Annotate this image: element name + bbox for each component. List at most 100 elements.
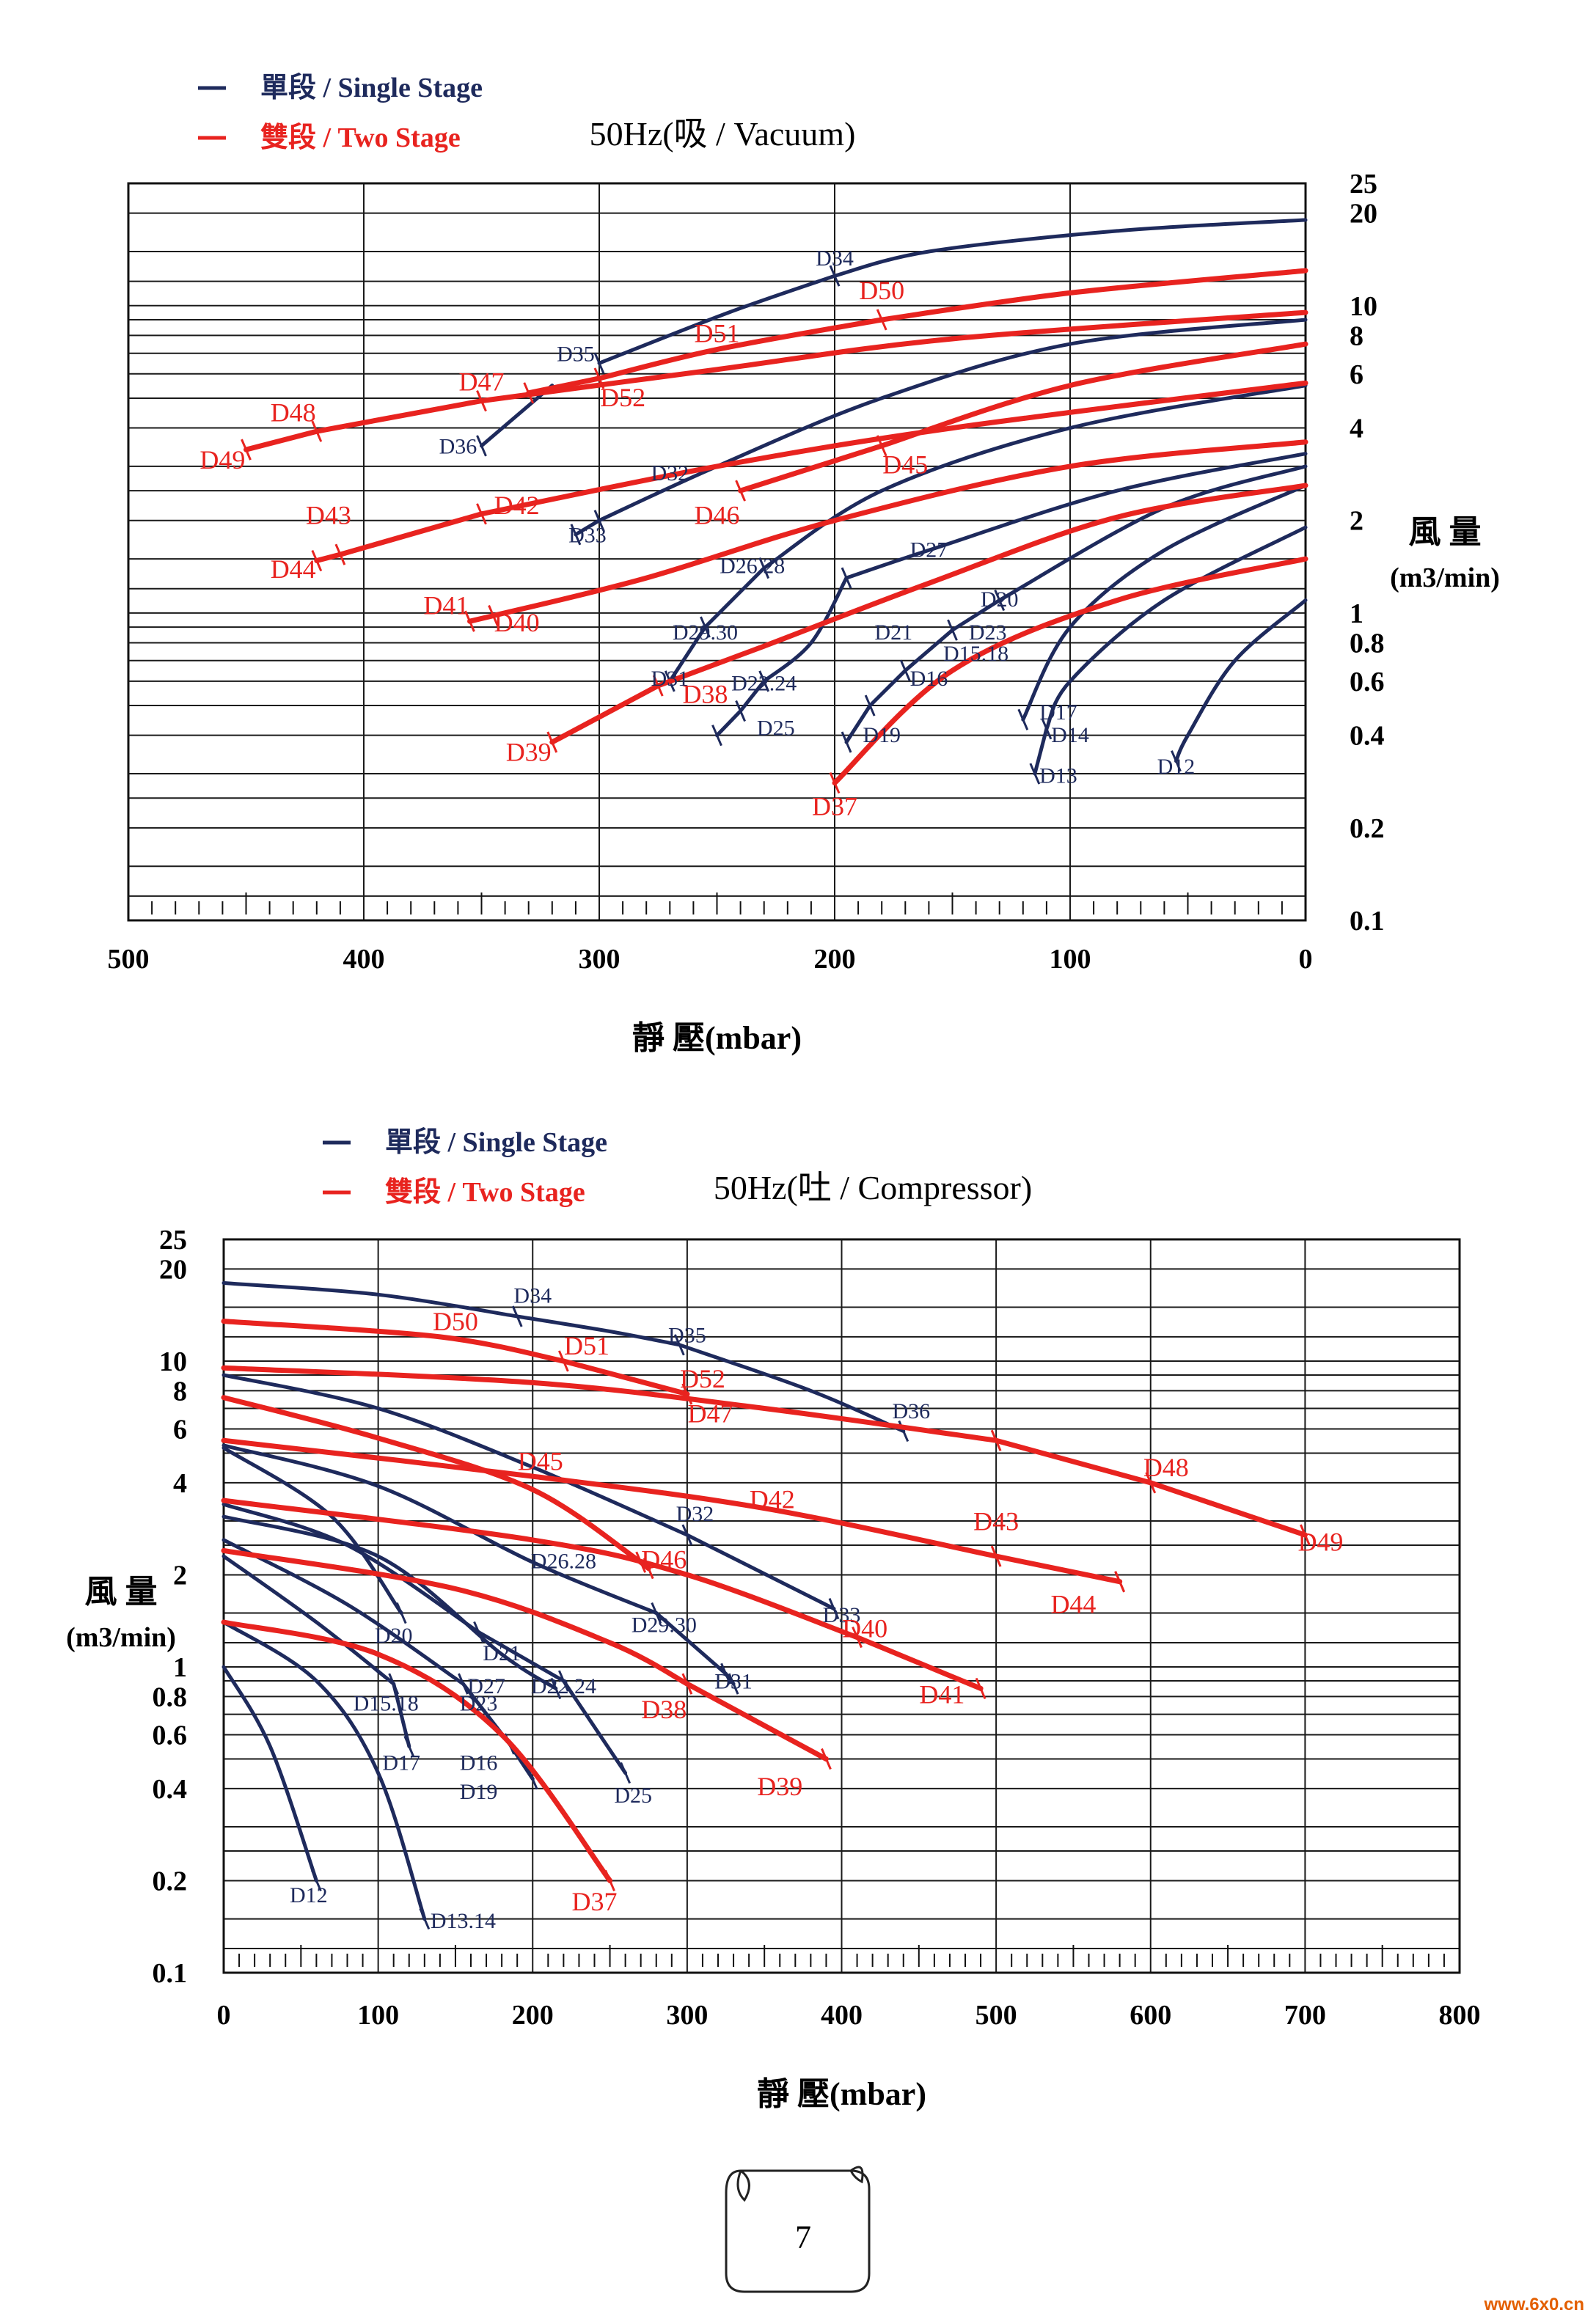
scroll-curl-right	[849, 2166, 864, 2184]
y-tick-label: 0.2	[1350, 813, 1385, 844]
curve-label: D44	[271, 554, 316, 584]
series-D49	[244, 428, 320, 452]
y-tick-label: 20	[159, 1254, 187, 1285]
series-D35	[515, 1314, 681, 1347]
series-D17	[1021, 483, 1308, 722]
scroll-curl-left	[736, 2169, 750, 2202]
series-D44	[314, 551, 343, 563]
x-axis-label: 靜 壓(mbar)	[757, 2076, 926, 2112]
x-tick-label: 0	[1299, 944, 1313, 975]
curve-label: D21	[483, 1641, 521, 1665]
y-tick-label: 0.6	[153, 1720, 188, 1751]
curve-label: D47	[687, 1399, 733, 1429]
series-end-mark	[735, 480, 746, 502]
series-D27	[222, 1514, 558, 1690]
series-D25	[561, 1679, 628, 1775]
legend: 單段 / Single Stage 雙段 / Two Stage	[198, 73, 483, 153]
curve-label: D39	[757, 1772, 802, 1801]
series-end-mark	[1114, 1571, 1126, 1593]
y-tick-label: 0.8	[153, 1682, 188, 1712]
series-end-mark	[395, 1602, 407, 1624]
y-tick-label: 4	[1350, 414, 1363, 444]
series-D22.24	[739, 679, 766, 713]
series-end-mark	[476, 435, 487, 457]
curve-label: D15.18	[354, 1691, 419, 1715]
curve-label: D17	[1039, 700, 1077, 725]
curve-label: D51	[695, 319, 740, 348]
curve-label: D36	[439, 435, 477, 459]
series-D40	[491, 439, 1308, 619]
plot-frame	[127, 182, 1307, 922]
curve-label: D40	[842, 1614, 887, 1643]
y-tick-label: 6	[1350, 359, 1363, 390]
y-tick-label: 8	[173, 1376, 187, 1407]
series-D42	[221, 1437, 999, 1559]
legend-single-stage: 單段 / Single Stage	[385, 1127, 607, 1158]
x-tick-label: 0	[217, 2000, 231, 2031]
curve-label: D38	[641, 1695, 687, 1724]
series-end-mark	[829, 772, 841, 794]
curve-label: D16	[460, 1751, 498, 1775]
curve-label: D25	[614, 1784, 652, 1808]
legend-single-stage: 單段 / Single Stage	[260, 73, 483, 103]
series-end-mark	[593, 352, 605, 374]
series-D12	[1174, 598, 1308, 763]
curve-label: D29.30	[632, 1613, 697, 1637]
series-end-mark	[419, 1907, 431, 1930]
series-D50	[879, 268, 1308, 323]
curve-label: D49	[200, 445, 245, 474]
curve-label: D52	[680, 1364, 725, 1393]
x-tick-label: 800	[1439, 2000, 1481, 2031]
series-D16	[868, 668, 907, 708]
series-D17	[392, 1682, 411, 1748]
series-end-mark	[310, 1869, 322, 1892]
series-D49	[1148, 1480, 1308, 1538]
watermark: www.6x0.cn	[1484, 2295, 1585, 2314]
series-D51	[596, 317, 885, 381]
page-number: 7	[795, 2219, 811, 2255]
y-tick-label: 1	[1350, 598, 1363, 629]
curve-label: D35	[668, 1324, 706, 1348]
curve-label: D17	[382, 1751, 420, 1775]
y-tick-label: 25	[1350, 169, 1377, 199]
curve-label: D26.28	[720, 554, 785, 578]
curve-label: D50	[859, 276, 904, 305]
curve-label: D32	[651, 461, 689, 485]
y-tick-label: 0.6	[1350, 667, 1385, 697]
series-end-mark	[403, 1735, 415, 1757]
curve-label: D45	[518, 1447, 563, 1476]
y-tick-label: 20	[1350, 199, 1377, 230]
legend: 單段 / Single Stage 雙段 / Two Stage	[323, 1127, 607, 1208]
curve-label: D25	[757, 716, 795, 741]
series-D33	[574, 518, 601, 537]
x-tick-label: 200	[814, 944, 856, 975]
series-D13.14	[222, 1620, 427, 1921]
y-tick-label: 0.4	[1350, 721, 1385, 752]
curve-label: D15.18	[943, 642, 1009, 666]
series-end-mark	[550, 1677, 562, 1700]
series-D41	[467, 613, 496, 624]
series-end-mark	[311, 549, 323, 572]
y-tick-label: 0.1	[153, 1958, 188, 1989]
curve-label: D44	[1050, 1590, 1096, 1619]
curve-label: D37	[572, 1887, 618, 1916]
y-tick-label: 6	[173, 1414, 187, 1445]
series-D45	[221, 1395, 644, 1565]
curve-label: D32	[676, 1502, 714, 1526]
y-tick-label: 0.4	[153, 1774, 188, 1805]
series-end-mark	[1171, 750, 1182, 772]
series-D38	[221, 1547, 690, 1687]
curve-label: D50	[433, 1307, 478, 1336]
x-tick-label: 100	[357, 2000, 399, 2031]
series-D15.18	[903, 628, 954, 672]
y-tick-label: 25	[159, 1225, 187, 1256]
series-end-mark	[728, 1673, 739, 1695]
series-end-mark	[464, 610, 475, 632]
series-end-mark	[711, 725, 722, 747]
series-D43	[993, 1553, 1123, 1585]
series-D48	[314, 398, 484, 434]
